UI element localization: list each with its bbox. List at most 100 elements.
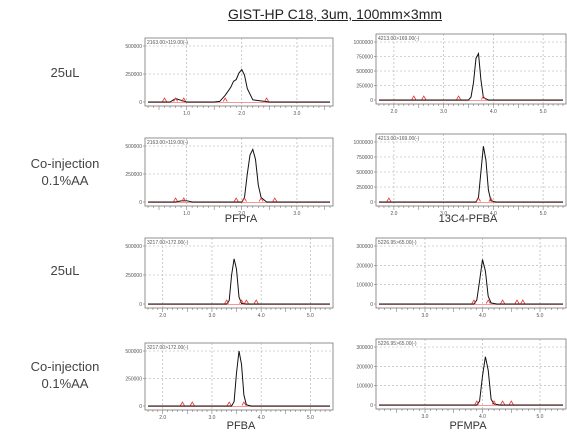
panel-3-marker-2 (233, 197, 239, 202)
panel-6-marker-2 (500, 299, 505, 304)
panel-7-marker-1 (189, 401, 195, 406)
panel-1-xtick-1: 2.0 (238, 111, 245, 117)
panel-1-xtick-2: 3.0 (293, 111, 300, 117)
panel-1-ytick-1: 250000 (125, 72, 142, 78)
panel-7-xtick-0: 2.0 (159, 415, 166, 421)
panel-8-xtick-0: 3.0 (422, 414, 429, 420)
panel-6-header: 5226.95>65.00(-) (378, 240, 417, 246)
panel-6-ytick-2: 200000 (356, 263, 373, 269)
row-label-2-line2: 0.1%AA (41, 173, 89, 188)
panel-2-marker-3 (481, 95, 486, 100)
panel-7-marker-2 (226, 401, 232, 406)
row-label-2-line1: Co-injection (30, 156, 100, 171)
panel-5-ytick-2: 500000 (125, 244, 142, 250)
panel-3-ytick-2: 500000 (125, 144, 142, 150)
panel-4-xtick-3: 5.0 (540, 211, 547, 217)
row-label-1: 25uL (0, 64, 130, 81)
compound-label-13c4-pfba: 13C4-PFBA (438, 213, 498, 225)
panel-8-frame (375, 338, 567, 410)
row-label-4-line1: Co-injection (30, 359, 100, 374)
panel-7-trace (148, 350, 330, 407)
panel-2-marker-2 (456, 95, 461, 100)
panel-4-marker-2 (488, 197, 494, 202)
panel-7-frame (144, 342, 334, 411)
panel-5-marker-1 (239, 299, 244, 304)
panel-7-ytick-0: 0 (139, 404, 142, 410)
compound-label-pfmpa: PFMPA (449, 420, 487, 432)
panel-4-marker-0 (386, 197, 392, 202)
panel-1-trace (148, 68, 330, 103)
panel-2-xtick-2: 4.0 (490, 109, 497, 115)
panel-5-marker-3 (253, 299, 259, 304)
panel-7-ytick-1: 250000 (125, 377, 142, 383)
panel-6-frame (375, 237, 567, 309)
panel-6-marker-4 (520, 299, 526, 304)
panel-4-xtick-1: 3.0 (440, 211, 447, 217)
row-label-2: Co-injection 0.1%AA (0, 155, 130, 189)
panel-7-xtick-2: 4.0 (258, 415, 265, 421)
panel-4-frame (375, 133, 567, 207)
panel-1-marker-2 (181, 97, 187, 102)
panel-3-trace (148, 148, 330, 203)
panel-4-ytick-4: 1000000 (354, 140, 374, 146)
panel-6-ytick-3: 300000 (356, 244, 373, 250)
panel-5-header: 3217.00>172.00(-) (147, 240, 189, 246)
panel-5-xtick-0: 2.0 (159, 313, 166, 319)
panel-3-marker-4 (258, 197, 264, 202)
row-label-3: 25uL (0, 262, 130, 279)
panel-7-xtick-3: 5.0 (307, 415, 314, 421)
panel-5-xtick-2: 4.0 (258, 313, 265, 319)
panel-2-marker-1 (421, 95, 427, 100)
panel-8-ytick-1: 100000 (356, 384, 373, 390)
panel-8-marker-2 (500, 400, 505, 405)
panel-2-header: 4213.00>169.00(-) (378, 36, 420, 42)
compound-label-pfpra: PFPrA (224, 213, 258, 225)
panel-2-trace (379, 51, 563, 101)
panel-1-marker-3 (222, 97, 228, 102)
panel-8-marker-0 (474, 400, 480, 405)
panel-4-marker-1 (476, 197, 481, 202)
panel-3-marker-3 (242, 197, 247, 202)
panel-7-marker-0 (180, 401, 185, 406)
panel-8-xtick-1: 4.0 (479, 414, 486, 420)
panel-2-xtick-3: 5.0 (540, 109, 547, 115)
panel-2-xtick-0: 2.0 (390, 109, 397, 115)
panel-7-ytick-2: 500000 (125, 349, 142, 355)
panel-6-marker-1 (485, 299, 491, 304)
panel-5-marker-2 (244, 299, 249, 304)
panel-6-ytick-1: 100000 (356, 283, 373, 289)
panel-5-ytick-0: 0 (139, 302, 142, 308)
panel-6-trace (379, 259, 563, 305)
panel-2-ytick-3: 750000 (356, 55, 373, 61)
panel-1-header: 2163.00>119.00(-) (147, 40, 188, 46)
panel-2-marker-0 (411, 95, 417, 100)
panel-3-ytick-1: 250000 (125, 172, 142, 178)
panel-4-xtick-2: 4.0 (490, 211, 497, 217)
panel-2-ytick-2: 500000 (356, 69, 373, 75)
panel-3-header: 2163.00>119.00(-) (147, 140, 188, 146)
panel-1-marker-0 (162, 97, 167, 102)
panel-6-xtick-2: 5.0 (537, 313, 544, 319)
panel-8-trace (379, 356, 563, 406)
panel-1-frame (144, 37, 334, 107)
panel-8-header: 5226.95>65.00(-) (378, 341, 417, 347)
panel-3-marker-0 (173, 197, 178, 202)
panel-6-marker-0 (471, 299, 477, 304)
row-label-1-line1: 25uL (50, 65, 80, 80)
panel-4-header: 4213.00>169.00(-) (378, 136, 420, 142)
panel-5-xtick-3: 5.0 (307, 313, 314, 319)
panel-5-marker-0 (224, 299, 230, 304)
panel-4-ytick-1: 250000 (356, 185, 373, 191)
panel-8-xtick-2: 5.0 (537, 414, 544, 420)
panel-7-marker-3 (241, 401, 247, 406)
panel-4-trace (379, 146, 563, 203)
panel-3-ytick-0: 0 (139, 200, 142, 206)
panel-3-xtick-2: 3.0 (293, 211, 300, 217)
panel-6-ytick-0: 0 (370, 302, 373, 308)
panel-7-header: 3217.00>172.00(-) (147, 345, 189, 351)
panel-6-xtick-1: 4.0 (479, 313, 486, 319)
panel-8-marker-1 (491, 400, 497, 405)
panel-4-xtick-0: 2.0 (390, 211, 397, 217)
panel-4-ytick-3: 750000 (356, 155, 373, 161)
